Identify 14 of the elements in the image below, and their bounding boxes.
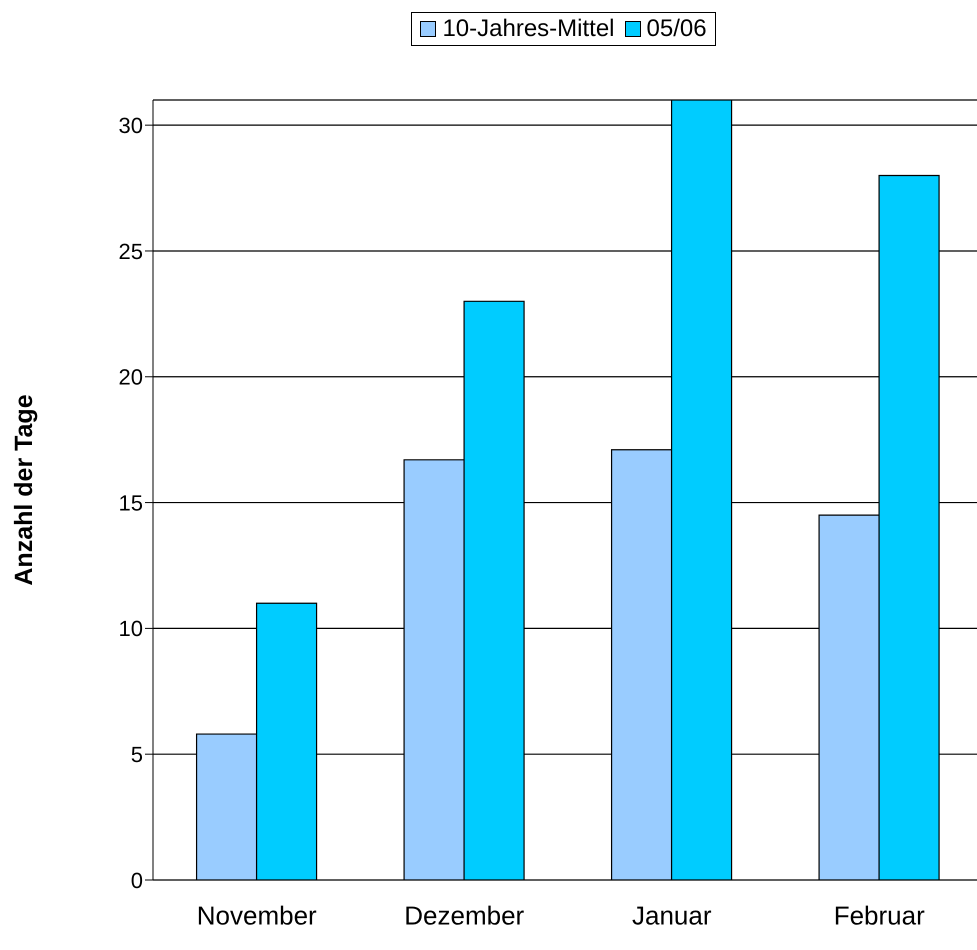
y-tick-label: 30: [118, 112, 143, 138]
y-tick-label: 10: [118, 616, 143, 642]
x-tick-label: Januar: [632, 900, 712, 930]
legend-label: 10-Jahres-Mittel: [442, 15, 614, 43]
x-tick-label: November: [196, 900, 318, 930]
y-tick-label: 5: [130, 742, 143, 768]
legend-label: 05/06: [646, 15, 707, 43]
y-tick-label: 15: [118, 490, 143, 516]
y-tick-label: 25: [118, 238, 143, 264]
y-tick-label: 20: [118, 364, 143, 390]
x-tick-label: Februar: [834, 900, 926, 930]
y-axis-title: Anzahl der Tage: [10, 394, 38, 586]
y-tick-label: 0: [130, 868, 143, 893]
x-tick-label: Dezember: [404, 900, 525, 930]
